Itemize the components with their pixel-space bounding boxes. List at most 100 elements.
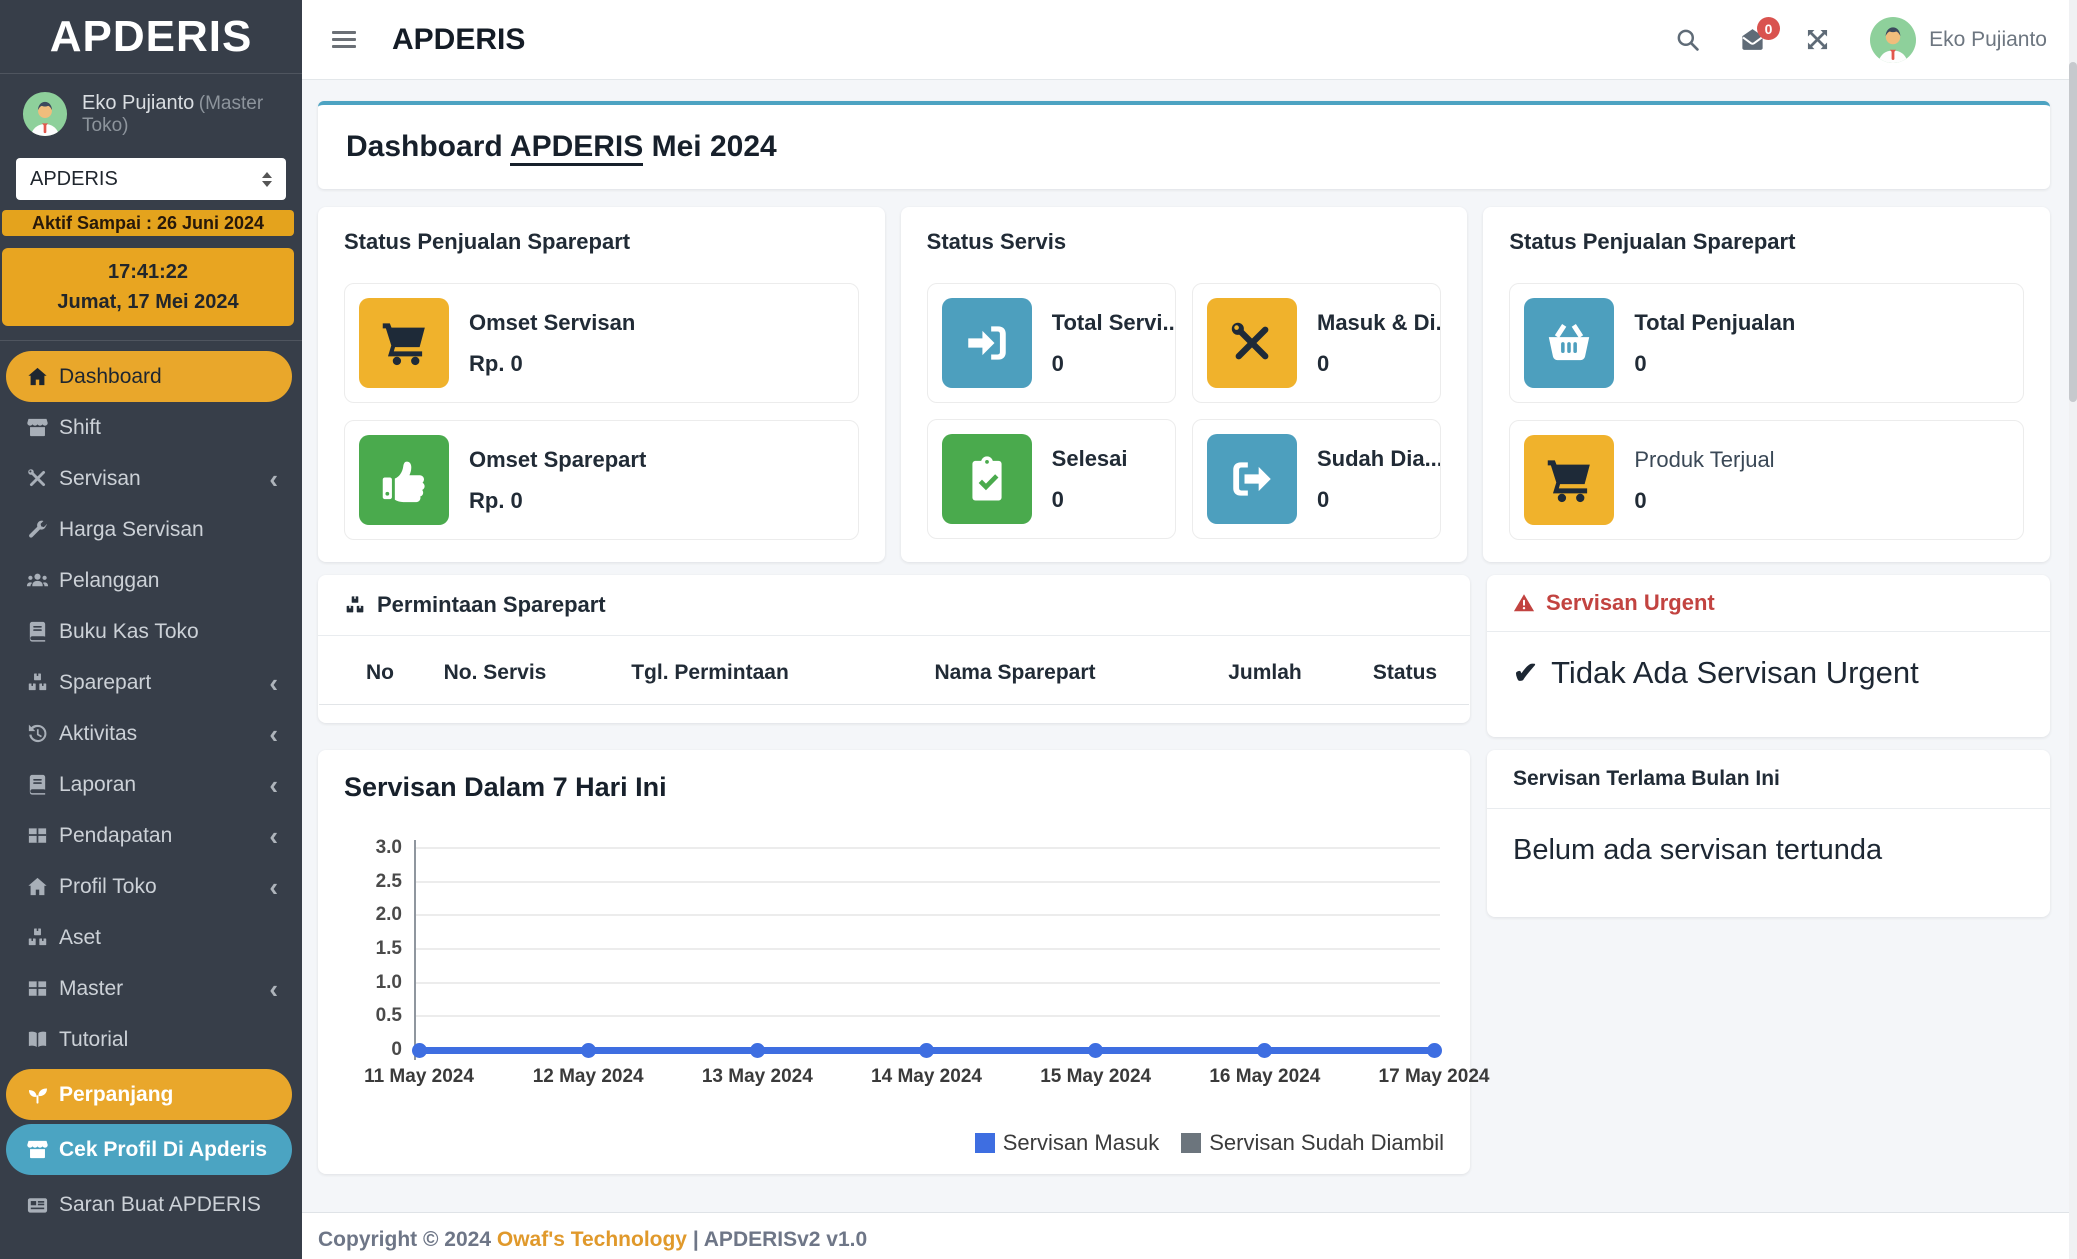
apderis-link[interactable]: APDERIS [509,130,644,166]
stat-value: 0 [1051,350,1064,376]
urgent-card: Servisan Urgent ✔ Tidak Ada Servisan Urg… [1487,575,2050,737]
store-icon [24,416,50,440]
avatar [22,91,68,137]
gridline [415,880,1440,883]
urgent-body: ✔ Tidak Ada Servisan Urgent [1487,632,2050,714]
gridline [415,948,1440,950]
sidebar-item-tutorial[interactable]: Tutorial [0,1014,302,1065]
stat-card-total-penjualan: Total Penjualan 0 [1509,283,2025,403]
user-role: (Master Toko) [82,92,264,136]
fullscreen-icon[interactable] [1804,26,1831,53]
footer: Copyright © 2024 Owaf's Technology | APD… [302,1212,2077,1259]
chevron-left-icon: ‹ [269,871,278,902]
gridline [415,1015,1440,1018]
sidebar-item-label: Laporan [59,772,137,796]
avatar [1869,16,1917,64]
sidebar-item-buku-kas-toko[interactable]: Buku Kas Toko [0,606,302,657]
panel-title: Status Penjualan Sparepart [344,229,631,254]
column-header-tgl-permintaan: Tgl. Permintaan [631,661,789,684]
y-tick-label: 1.0 [375,971,402,993]
sidebar-item-harga-servisan[interactable]: Harga Servisan [0,504,302,555]
sidebar-item-label: Pelanggan [59,568,160,592]
navbar-title: APDERIS [392,22,526,56]
hamburger-menu-icon[interactable] [332,27,356,52]
y-tick-label: 2.5 [375,870,402,892]
sidebar-item-aktivitas[interactable]: Aktivitas ‹ [0,708,302,759]
sign-in-icon [941,298,1032,388]
sidebar-item-dashboard[interactable]: Dashboard [6,351,292,402]
top-navbar: APDERIS 0 Eko Pujianto [302,0,2077,80]
sidebar-item-aset[interactable]: Aset [0,912,302,963]
scrollbar-thumb[interactable] [2069,62,2077,402]
newspaper-icon [24,1193,50,1217]
chart-legend: Servisan Masuk Servisan Sudah Diambil [974,1130,1444,1156]
data-point [580,1042,596,1058]
cart-icon [359,298,449,388]
stat-value: 0 [1634,350,1647,376]
stat-label: Total Penjualan [1634,309,1796,335]
screwdriver-wrench-icon [24,467,50,491]
company-link[interactable]: Owaf's Technology [496,1228,687,1251]
boxes-icon [24,671,50,695]
data-point [749,1042,765,1058]
gridline [415,914,1440,917]
search-icon[interactable] [1674,26,1701,53]
sidebar: APDERIS Eko Pujianto (Master Toko) APDER… [0,0,302,1259]
oldest-service-card: Servisan Terlama Bulan Ini Belum ada ser… [1487,750,2050,917]
stat-card-omset-servisan: Omset Servisan Rp. 0 [344,283,859,403]
data-point [1088,1042,1104,1058]
legend-swatch [974,1133,995,1153]
y-tick-label: 0.5 [375,1005,402,1027]
legend-item-servisan-masuk: Servisan Masuk [974,1130,1159,1156]
sidebar-item-label: Dashboard [59,364,162,388]
navbar-user[interactable]: Eko Pujianto [1869,16,2047,64]
sidebar-item-label: Profil Toko [59,874,157,898]
clock-date: Jumat, 17 Mei 2024 [57,291,239,313]
table-header-row: No No. Servis Tgl. Permintaan Nama Sparepar… [319,636,1469,705]
sidebar-item-label: Perpanjang [59,1082,174,1106]
sidebar-item-label: Pendapatan [59,823,173,847]
stat-card-omset-sparepart: Omset Sparepart Rp. 0 [344,420,859,540]
y-tick-label: 1.5 [375,938,402,959]
sidebar-item-shift[interactable]: Shift [0,402,302,453]
warning-triangle-icon [1513,592,1535,614]
stat-card-total-servi: Total Servi... 0 [926,283,1176,403]
stat-label: Masuk & Di... [1317,309,1441,335]
sidebar-item-profil-toko[interactable]: Profil Toko ‹ [0,861,302,912]
store-select[interactable]: APDERIS [16,158,286,200]
urgent-header: Servisan Urgent [1487,575,2050,632]
y-axis [414,840,416,1060]
sidebar-item-cek-profil-di-apderis[interactable]: Cek Profil Di Apderis [6,1124,292,1175]
y-tick-label: 0 [391,1039,402,1060]
messages-icon[interactable]: 0 [1739,17,1781,53]
user-name: Eko Pujianto [82,91,195,114]
sidebar-user-panel[interactable]: Eko Pujianto (Master Toko) [0,74,302,152]
cart-icon [1524,435,1615,525]
seedling-icon [24,1083,50,1107]
navbar-right: 0 Eko Pujianto [1674,16,2047,64]
book-icon [24,620,50,644]
stat-value: 0 [1634,487,1647,513]
sidebar-item-saran-buat-apderis[interactable]: Saran Buat APDERIS [0,1179,302,1230]
chevron-left-icon: ‹ [269,973,278,1004]
sidebar-item-pendapatan[interactable]: Pendapatan ‹ [0,810,302,861]
y-tick-label: 2.0 [375,904,402,926]
panel-status-penjualan-sparepart-2: Status Penjualan Sparepart Total Penjuala… [1483,207,2051,562]
sidebar-item-sparepart[interactable]: Sparepart ‹ [0,657,302,708]
sidebar-item-pelanggan[interactable]: Pelanggan [0,555,302,606]
gridline [415,847,1440,849]
active-until-badge: Aktif Sampai : 26 Juni 2024 [2,210,294,236]
sidebar-item-master[interactable]: Master ‹ [0,963,302,1014]
screwdriver-wrench-icon [1207,298,1297,388]
scrollbar-track[interactable] [2069,0,2077,1259]
boxes-icon [344,594,366,616]
sidebar-item-servisan[interactable]: Servisan ‹ [0,453,302,504]
x-tick-label: 13 May 2024 [701,1066,813,1087]
page-title: Dashboard APDERIS Mei 2024 [346,130,777,166]
sidebar-item-label: Buku Kas Toko [59,619,199,643]
chevron-left-icon: ‹ [269,820,278,851]
stat-label: Omset Servisan [469,309,636,335]
sidebar-item-laporan[interactable]: Laporan ‹ [0,759,302,810]
sidebar-item-perpanjang[interactable]: Perpanjang [6,1069,292,1120]
